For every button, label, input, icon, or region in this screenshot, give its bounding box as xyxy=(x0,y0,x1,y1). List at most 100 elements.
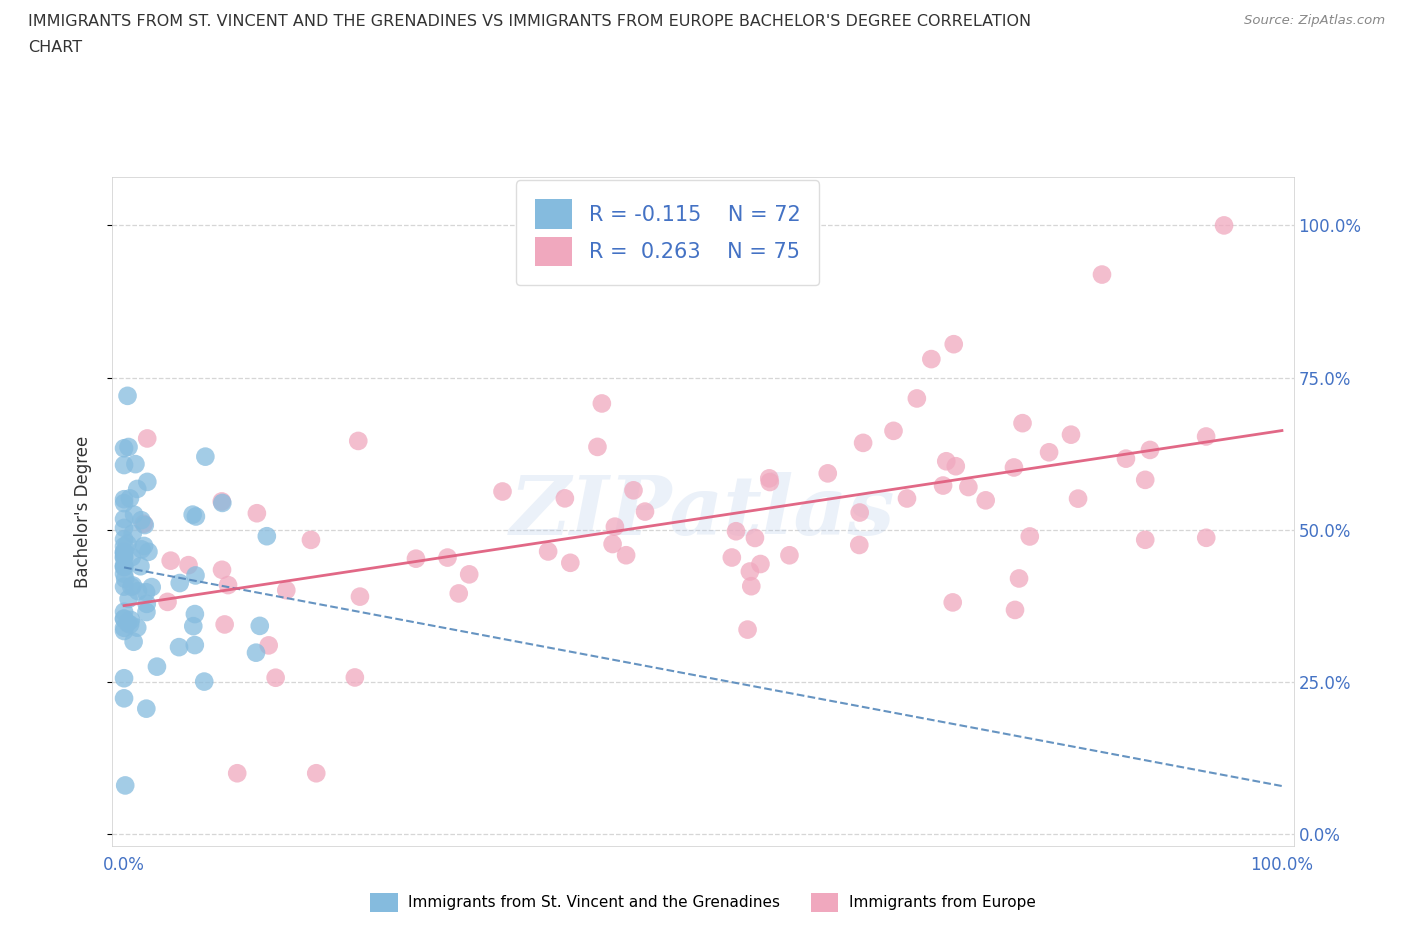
Point xyxy=(942,337,965,352)
Point xyxy=(737,622,759,637)
Point xyxy=(169,576,191,591)
Point xyxy=(778,548,800,563)
Point xyxy=(112,550,135,565)
Point xyxy=(120,579,142,594)
Point xyxy=(132,516,155,531)
Point xyxy=(134,518,156,533)
Point xyxy=(112,532,135,547)
Point xyxy=(602,537,624,551)
Point xyxy=(634,504,657,519)
Point xyxy=(305,765,328,780)
Text: CHART: CHART xyxy=(28,40,82,55)
Point xyxy=(1213,218,1236,232)
Point xyxy=(181,507,204,522)
Y-axis label: Bachelor's Degree: Bachelor's Degree xyxy=(73,435,91,588)
Point xyxy=(112,441,135,456)
Point xyxy=(560,555,582,570)
Point xyxy=(447,586,470,601)
Point xyxy=(882,423,904,438)
Point xyxy=(112,559,135,574)
Point xyxy=(122,578,145,593)
Point xyxy=(758,471,780,485)
Point xyxy=(184,509,207,524)
Point xyxy=(740,578,762,593)
Point xyxy=(896,491,918,506)
Point xyxy=(974,493,997,508)
Point xyxy=(193,674,215,689)
Text: ZIPatlas: ZIPatlas xyxy=(510,472,896,551)
Legend: R = -0.115    N = 72, R =  0.263    N = 75: R = -0.115 N = 72, R = 0.263 N = 75 xyxy=(516,180,820,286)
Point xyxy=(935,454,957,469)
Point xyxy=(112,512,135,526)
Point xyxy=(905,391,928,405)
Point xyxy=(405,551,427,566)
Point xyxy=(226,765,249,780)
Point xyxy=(1067,491,1090,506)
Point xyxy=(120,617,142,631)
Point xyxy=(1060,427,1083,442)
Point xyxy=(135,585,157,600)
Point xyxy=(245,645,267,660)
Point xyxy=(117,591,139,606)
Point xyxy=(135,604,157,619)
Point xyxy=(112,611,135,626)
Point xyxy=(211,563,233,578)
Point xyxy=(591,396,613,411)
Point xyxy=(112,579,135,594)
Point xyxy=(112,521,135,536)
Point xyxy=(1038,445,1060,459)
Point xyxy=(112,612,135,627)
Point xyxy=(131,512,153,527)
Point xyxy=(127,620,149,635)
Point xyxy=(1018,529,1040,544)
Point xyxy=(249,618,271,633)
Point xyxy=(112,492,135,507)
Point xyxy=(114,571,136,586)
Point xyxy=(724,524,747,538)
Point xyxy=(136,474,159,489)
Point xyxy=(347,433,370,448)
Point xyxy=(118,491,141,506)
Point xyxy=(942,595,965,610)
Point xyxy=(136,431,159,445)
Point xyxy=(184,638,207,653)
Point xyxy=(135,701,157,716)
Point xyxy=(214,617,236,631)
Point xyxy=(554,491,576,506)
Point xyxy=(122,634,145,649)
Point xyxy=(211,494,233,509)
Point xyxy=(721,550,744,565)
Text: Source: ZipAtlas.com: Source: ZipAtlas.com xyxy=(1244,14,1385,27)
Point xyxy=(156,594,179,609)
Point xyxy=(246,506,269,521)
Point xyxy=(132,538,155,553)
Point xyxy=(1004,603,1026,618)
Point xyxy=(217,578,239,592)
Point xyxy=(945,458,967,473)
Point xyxy=(181,618,204,633)
Point xyxy=(114,778,136,793)
Point xyxy=(1002,460,1025,475)
Point xyxy=(138,544,160,559)
Point xyxy=(112,547,135,562)
Point xyxy=(117,440,139,455)
Point xyxy=(112,620,135,635)
Point xyxy=(194,449,217,464)
Point xyxy=(112,624,135,639)
Point xyxy=(738,565,761,579)
Point xyxy=(184,568,207,583)
Point xyxy=(1135,532,1157,547)
Point xyxy=(124,457,146,472)
Point xyxy=(167,640,190,655)
Point xyxy=(120,613,142,628)
Point xyxy=(1195,530,1218,545)
Point xyxy=(623,483,645,498)
Point xyxy=(117,389,139,404)
Point xyxy=(127,584,149,599)
Point xyxy=(122,507,145,522)
Point xyxy=(957,480,980,495)
Point xyxy=(852,435,875,450)
Point xyxy=(932,478,955,493)
Point xyxy=(920,352,942,366)
Point xyxy=(537,544,560,559)
